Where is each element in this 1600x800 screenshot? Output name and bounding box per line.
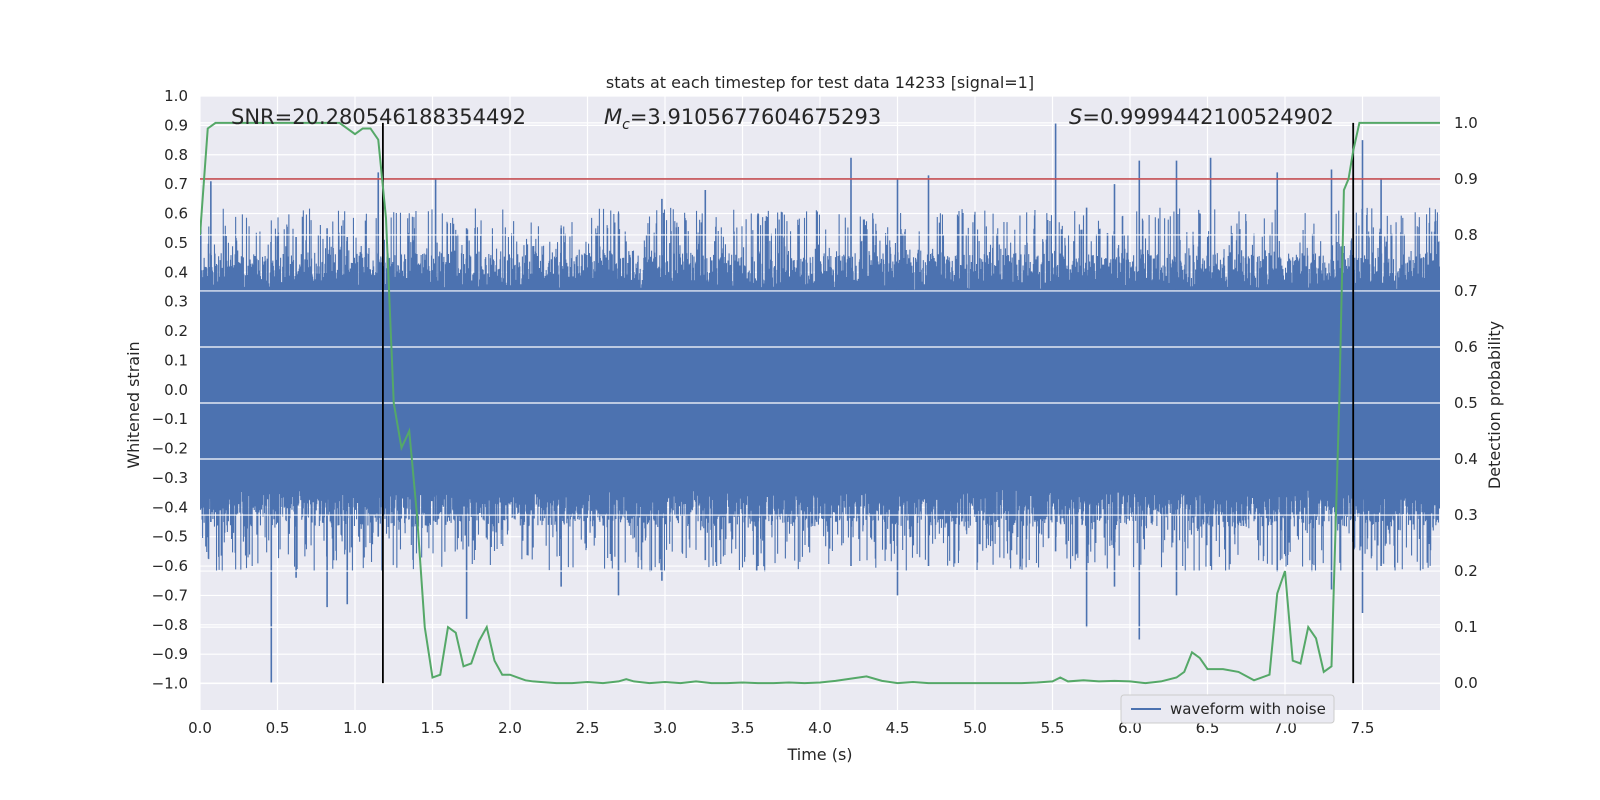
left-y-tick-label: 0.8 (164, 146, 188, 164)
right-y-tick-label: 0.3 (1454, 506, 1478, 524)
x-tick-label: 0.0 (188, 719, 212, 737)
right-y-tick-label: 0.9 (1454, 170, 1478, 188)
legend-label: waveform with noise (1170, 700, 1326, 718)
x-tick-label: 5.5 (1041, 719, 1065, 737)
chirp-mass-value: =3.9105677604675293 (630, 105, 881, 129)
left-y-tick-label: 0.0 (164, 381, 188, 399)
waveform-series (200, 122, 1440, 684)
left-y-tick-label: −0.9 (152, 645, 188, 663)
overlay-lines (200, 121, 1440, 685)
waveform-core-band (200, 289, 1440, 490)
right-y-tick-label: 0.7 (1454, 282, 1478, 300)
left-y-tick-label: −0.7 (152, 586, 188, 604)
right-y-tick-label: 0.8 (1454, 226, 1478, 244)
right-y-tick-label: 1.0 (1454, 114, 1478, 132)
x-tick-label: 3.0 (653, 719, 677, 737)
left-y-tick-label: 0.3 (164, 293, 188, 311)
right-y-tick-label: 0.6 (1454, 338, 1478, 356)
right-y-tick-label: 0.1 (1454, 618, 1478, 636)
chirp-mass-symbol: M (604, 105, 622, 129)
right-y-axis-label: Detection probability (1485, 321, 1504, 489)
chirp-mass-annotation: Mc=3.9105677604675293 (604, 105, 881, 133)
x-tick-label: 7.5 (1351, 719, 1375, 737)
left-y-tick-label: 0.1 (164, 351, 188, 369)
left-y-tick-label: −0.6 (152, 557, 188, 575)
x-tick-label: 4.5 (886, 719, 910, 737)
left-y-axis-label: Whitened strain (124, 341, 143, 468)
x-tick-label: 0.5 (266, 719, 290, 737)
left-y-axis-ticks: 1.0 0.9 0.8 0.7 0.6 0.5 0.4 0.3 0.2 0.1 0.0 −0.1 −0.… (152, 87, 188, 693)
x-axis-label: Time (s) (786, 745, 852, 764)
left-y-tick-label: −0.8 (152, 616, 188, 634)
right-y-tick-label: 0.4 (1454, 450, 1478, 468)
left-y-tick-label: −0.4 (152, 498, 188, 516)
left-y-tick-label: 0.2 (164, 322, 188, 340)
right-y-tick-label: 0.2 (1454, 562, 1478, 580)
legend-box (1120, 694, 1335, 724)
x-tick-label: 2.5 (576, 719, 600, 737)
left-y-tick-label: 0.5 (164, 234, 188, 252)
left-y-tick-label: −0.2 (152, 440, 188, 458)
x-axis-ticks: 0.0 0.5 1.0 1.5 2.0 2.5 3.0 3.5 4.0 4.5 5.0 5.5 6.0 6… (188, 719, 1374, 737)
legend: waveform with noise (1120, 694, 1335, 724)
left-y-tick-label: 1.0 (164, 87, 188, 105)
right-y-tick-label: 0.5 (1454, 394, 1478, 412)
left-y-tick-label: 0.6 (164, 205, 188, 223)
left-y-tick-label: −1.0 (152, 675, 188, 693)
left-y-tick-label: 0.7 (164, 175, 188, 193)
score-symbol: S (1069, 105, 1082, 129)
snr-annotation: SNR=20.280546188354492 (231, 105, 526, 129)
left-y-tick-label: −0.5 (152, 528, 188, 546)
score-value: =0.9999442100524902 (1082, 105, 1333, 129)
right-y-tick-label: 0.0 (1454, 674, 1478, 692)
x-tick-label: 3.5 (731, 719, 755, 737)
score-annotation: S=0.9999442100524902 (1069, 105, 1334, 129)
x-tick-label: 1.5 (421, 719, 445, 737)
left-y-tick-label: 0.4 (164, 263, 188, 281)
right-y-axis-ticks: 1.0 0.9 0.8 0.7 0.6 0.5 0.4 0.3 0.2 0.1 0.0 (1454, 114, 1478, 692)
left-y-tick-label: −0.1 (152, 410, 188, 428)
x-tick-label: 2.0 (498, 719, 522, 737)
x-tick-label: 1.0 (343, 719, 367, 737)
probability-line (200, 121, 1440, 685)
chart-title: stats at each timestep for test data 142… (606, 73, 1034, 92)
x-tick-label: 5.0 (963, 719, 987, 737)
chirp-mass-subscript: c (622, 117, 630, 133)
left-y-tick-label: 0.9 (164, 116, 188, 134)
x-tick-label: 4.0 (808, 719, 832, 737)
left-y-tick-label: −0.3 (152, 469, 188, 487)
